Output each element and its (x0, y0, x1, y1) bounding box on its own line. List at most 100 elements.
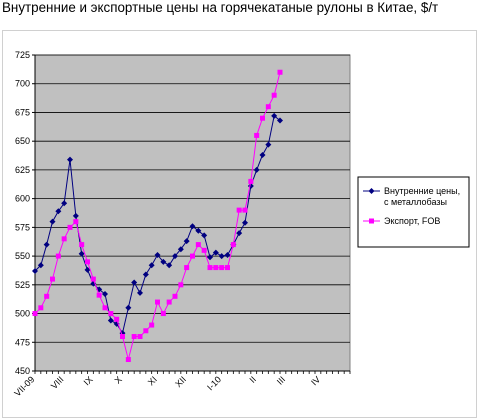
x-tick-label: VIII (49, 374, 66, 391)
series-2-point (90, 276, 96, 282)
series-1-point (61, 200, 68, 207)
series-2-point (190, 253, 195, 259)
series-1-point (183, 238, 190, 245)
series-2-point (32, 311, 38, 317)
series-1-point (148, 262, 155, 269)
series-2-point (230, 242, 236, 248)
series-2-point (260, 115, 265, 121)
series-2-point (96, 292, 102, 298)
series-2-point (79, 242, 85, 248)
x-tick-label: XI (146, 374, 159, 387)
series-2-point (184, 265, 190, 271)
series-2-point (242, 207, 248, 213)
x-tick-label: X (113, 374, 124, 385)
y-tick-label: 650 (15, 136, 30, 146)
series-2-point (155, 299, 160, 305)
series-1-point (78, 250, 85, 257)
legend-marker-2 (369, 218, 374, 224)
series-2-point (102, 305, 108, 311)
series-1-point (265, 141, 272, 148)
series-1-point (43, 241, 50, 248)
y-tick-label: 575 (15, 222, 30, 232)
series-2-point (73, 219, 79, 225)
series-2-point (195, 242, 201, 248)
legend-box (357, 176, 470, 248)
series-2-point (55, 253, 61, 259)
series-1-point (218, 253, 225, 260)
x-tick-label: II (247, 374, 258, 385)
series-1-point (67, 156, 73, 163)
series-2-point (143, 328, 149, 334)
series-2-point (114, 316, 120, 322)
series-1-point (253, 166, 260, 173)
series-1-point (125, 304, 132, 311)
y-tick-label: 550 (15, 251, 30, 261)
series-2-point (137, 334, 143, 340)
series-2-point (236, 207, 242, 213)
y-tick-label: 450 (15, 366, 30, 376)
y-tick-label: 600 (15, 194, 30, 204)
series-2-point (149, 322, 155, 328)
series-1-point (195, 227, 202, 234)
y-tick-label: 675 (15, 107, 30, 117)
series-2-point (50, 276, 55, 282)
legend-label-1: Внутренние цены, с металлобазы (384, 186, 460, 207)
series-2-point (248, 178, 254, 184)
legend-marker-1 (368, 188, 375, 194)
series-1-point (137, 289, 143, 296)
y-tick-label: 725 (15, 50, 30, 60)
series-1-point (154, 251, 161, 258)
series-1-point (271, 112, 278, 119)
series-2-point (219, 265, 225, 271)
x-tick-label: XII (173, 374, 188, 389)
series-2-point (178, 282, 184, 288)
series-2-point (213, 265, 219, 271)
series-2-point (85, 259, 90, 265)
series-2-point (120, 334, 125, 340)
series-1-point (55, 208, 62, 215)
y-tick-label: 625 (15, 165, 30, 175)
series-1-point (37, 262, 44, 269)
series-1-point (166, 262, 173, 269)
series-1-point (201, 232, 208, 239)
series-1-point (207, 254, 213, 261)
series-1-point (32, 268, 38, 275)
x-tick-label: I-10 (205, 374, 223, 392)
series-1-point (160, 258, 167, 265)
series-2-point (160, 311, 166, 317)
series-1-point (107, 317, 114, 324)
x-tick-label: III (275, 374, 287, 386)
series-2-point (271, 92, 277, 98)
series-2-point (172, 293, 178, 299)
series-2-point (108, 311, 114, 317)
series-2-point (207, 265, 213, 271)
series-2-point (225, 265, 230, 271)
y-tick-label: 525 (15, 280, 30, 290)
series-2-point (201, 247, 207, 253)
chart-title: Внутренние и экспортные цены на горячека… (2, 0, 439, 15)
x-tick-label: IV (309, 374, 322, 387)
x-tick-label: VII-09 (12, 374, 36, 398)
y-tick-label: 700 (15, 79, 30, 89)
y-tick-label: 475 (15, 337, 30, 347)
series-1-point (224, 251, 231, 258)
series-2-point (277, 69, 283, 75)
series-1-point (277, 117, 283, 124)
series-2-point (61, 236, 67, 242)
series-2-point (44, 293, 50, 299)
series-1-point (102, 291, 108, 298)
y-tick-label: 500 (15, 309, 30, 319)
series-2-point (254, 132, 260, 138)
series-2-point (38, 305, 44, 311)
series-1-point (49, 218, 56, 225)
series-1-point (177, 246, 184, 253)
series-1-point (212, 249, 219, 256)
series-2-point (166, 299, 172, 305)
series-1-point (236, 230, 243, 237)
series-1-point (142, 271, 149, 278)
series-1-point (131, 279, 138, 286)
x-tick-label: IX (82, 374, 95, 387)
chart-frame (2, 30, 477, 418)
series-2-point (125, 357, 131, 363)
